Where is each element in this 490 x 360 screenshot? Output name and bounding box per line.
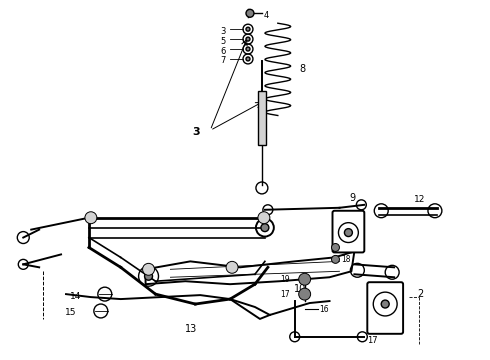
Circle shape (85, 212, 97, 224)
Text: 11: 11 (369, 282, 382, 292)
Text: 16: 16 (319, 306, 329, 315)
Text: 9: 9 (349, 193, 356, 203)
Text: 15: 15 (65, 309, 76, 318)
Text: 17: 17 (368, 336, 378, 345)
Text: 3: 3 (220, 27, 226, 36)
Text: 5: 5 (221, 37, 226, 46)
Circle shape (261, 224, 269, 231)
Circle shape (143, 264, 154, 275)
Circle shape (344, 229, 352, 237)
Circle shape (332, 255, 340, 264)
Text: 6: 6 (220, 46, 226, 55)
Text: 7: 7 (220, 57, 226, 66)
Circle shape (332, 243, 340, 251)
Text: 2: 2 (417, 289, 423, 299)
Text: 18: 18 (342, 255, 351, 264)
Circle shape (246, 27, 250, 31)
Text: 14: 14 (70, 292, 81, 301)
Polygon shape (146, 251, 354, 284)
Circle shape (226, 261, 238, 273)
Text: 4: 4 (264, 11, 269, 20)
Circle shape (299, 273, 311, 285)
Text: 17: 17 (280, 289, 290, 298)
Circle shape (246, 47, 250, 51)
Bar (258, 91, 266, 145)
Text: 10: 10 (294, 284, 306, 294)
Text: 8: 8 (300, 64, 306, 74)
Text: 13: 13 (185, 324, 197, 334)
Circle shape (381, 300, 389, 308)
FancyBboxPatch shape (333, 211, 365, 252)
Circle shape (258, 212, 270, 224)
Circle shape (299, 288, 311, 300)
Text: 17: 17 (342, 243, 351, 252)
Circle shape (246, 57, 250, 61)
FancyBboxPatch shape (368, 282, 403, 334)
Circle shape (246, 37, 250, 41)
Text: 12: 12 (414, 195, 425, 204)
Circle shape (246, 9, 254, 17)
Text: 3: 3 (193, 127, 200, 138)
Circle shape (145, 272, 152, 280)
Text: 19: 19 (280, 275, 290, 284)
